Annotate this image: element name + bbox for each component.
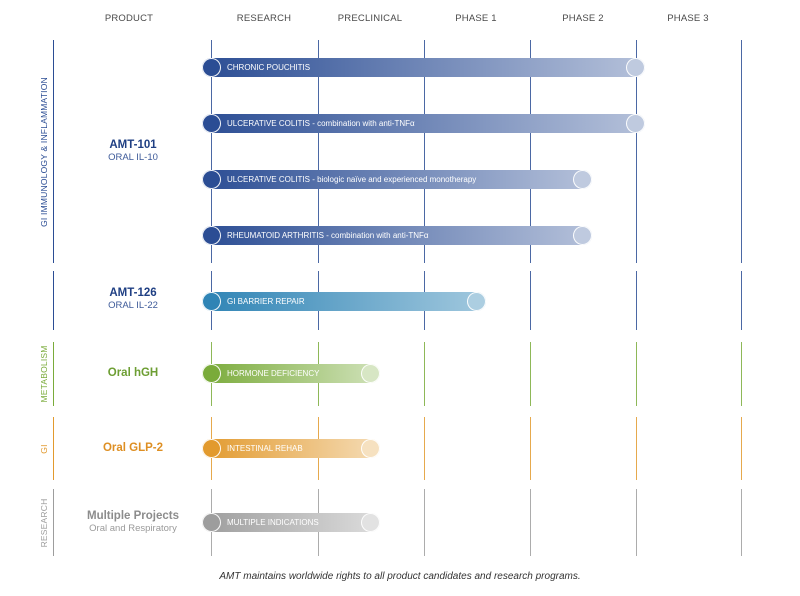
group-3-gridline-3 (424, 489, 425, 556)
column-header-phase-1: PHASE 1 (455, 13, 497, 24)
group-2-gridline-6 (741, 417, 742, 480)
group-3-gridline-6 (741, 489, 742, 556)
bar-end-cap (361, 439, 380, 458)
product-label: AMT-126 ORAL IL-22 (73, 287, 193, 311)
group-0-extra-gridline-4 (530, 271, 531, 330)
group-1-gridline-6 (741, 342, 742, 406)
group-3-gridline-4 (530, 489, 531, 556)
group-0-gridline-4 (530, 40, 531, 263)
product-label: Multiple Projects Oral and Respiratory (73, 510, 193, 534)
bar-start-cap (202, 292, 221, 311)
program-label: CHRONIC POUCHITIS (227, 63, 311, 72)
product-name: Oral GLP-2 (102, 442, 164, 454)
group-0-extra-gridline-0 (53, 271, 54, 330)
program-label: ULCERATIVE COLITIS - biologic naïve and … (227, 175, 477, 184)
bar-start-cap (202, 114, 221, 133)
bar-start-cap (202, 439, 221, 458)
column-header-research: RESEARCH (236, 13, 292, 24)
group-0-gridline-5 (636, 40, 637, 263)
product-label: AMT-101 ORAL IL-10 (73, 139, 193, 163)
product-label: Oral GLP-2 (73, 442, 193, 454)
bar-end-cap (573, 170, 592, 189)
column-header-product: PRODUCT (104, 13, 154, 24)
program-bar[interactable]: GI BARRIER REPAIR (202, 292, 486, 311)
column-header-phase-3: PHASE 3 (667, 13, 709, 24)
bar-end-cap (573, 226, 592, 245)
group-label: GI (39, 443, 49, 454)
group-0-extra-gridline-5 (636, 271, 637, 330)
bar-end-cap (626, 114, 645, 133)
group-label: METABOLISM (39, 345, 49, 403)
group-3-gridline-5 (636, 489, 637, 556)
program-label: HORMONE DEFICIENCY (227, 369, 320, 378)
program-bar[interactable]: ULCERATIVE COLITIS - biologic naïve and … (202, 170, 592, 189)
program-label: RHEUMATOID ARTHRITIS - combination with … (227, 231, 429, 240)
bar-start-cap (202, 513, 221, 532)
bar-end-cap (626, 58, 645, 77)
bar-end-cap (467, 292, 486, 311)
group-1-gridline-4 (530, 342, 531, 406)
column-header-phase-2: PHASE 2 (562, 13, 604, 24)
group-1-gridline-5 (636, 342, 637, 406)
bar-end-cap (361, 513, 380, 532)
group-0-gridline-0 (53, 40, 54, 263)
group-3-gridline-0 (53, 489, 54, 556)
group-0-gridline-6 (741, 40, 742, 263)
product-subtitle: ORAL IL-10 (108, 152, 158, 163)
program-bar[interactable]: ULCERATIVE COLITIS - combination with an… (202, 114, 645, 133)
group-2-gridline-5 (636, 417, 637, 480)
group-label: GI IMMUNOLOGY & INFLAMMATION (39, 76, 49, 227)
group-1-gridline-3 (424, 342, 425, 406)
group-0-gridline-2 (318, 40, 319, 263)
group-2-gridline-3 (424, 417, 425, 480)
product-name: Multiple Projects (86, 510, 180, 522)
footer-note: AMT maintains worldwide rights to all pr… (219, 571, 581, 582)
product-label: Oral hGH (73, 367, 193, 379)
program-label: GI BARRIER REPAIR (227, 297, 305, 306)
group-2-gridline-4 (530, 417, 531, 480)
group-0-gridline-3 (424, 40, 425, 263)
bar-start-cap (202, 170, 221, 189)
group-0-gridline-1 (211, 40, 212, 263)
product-subtitle: Oral and Respiratory (89, 523, 177, 534)
program-label: MULTIPLE INDICATIONS (227, 518, 319, 527)
bar-start-cap (202, 58, 221, 77)
program-bar[interactable]: CHRONIC POUCHITIS (202, 58, 645, 77)
program-bar[interactable]: MULTIPLE INDICATIONS (202, 513, 380, 532)
group-label: RESEARCH (39, 498, 49, 547)
program-bar[interactable]: RHEUMATOID ARTHRITIS - combination with … (202, 226, 592, 245)
program-bar[interactable]: INTESTINAL REHAB (202, 439, 380, 458)
product-name: AMT-126 (109, 287, 157, 299)
group-2-gridline-0 (53, 417, 54, 480)
group-0-extra-gridline-6 (741, 271, 742, 330)
bar-start-cap (202, 364, 221, 383)
bar-end-cap (361, 364, 380, 383)
group-1-gridline-0 (53, 342, 54, 406)
program-label: INTESTINAL REHAB (227, 444, 303, 453)
product-name: AMT-101 (109, 139, 157, 151)
bar-start-cap (202, 226, 221, 245)
product-subtitle: ORAL IL-22 (108, 300, 158, 311)
program-bar[interactable]: HORMONE DEFICIENCY (202, 364, 380, 383)
product-name: Oral hGH (107, 367, 159, 379)
program-label: ULCERATIVE COLITIS - combination with an… (227, 119, 415, 128)
column-header-preclinical: PRECLINICAL (337, 13, 403, 24)
